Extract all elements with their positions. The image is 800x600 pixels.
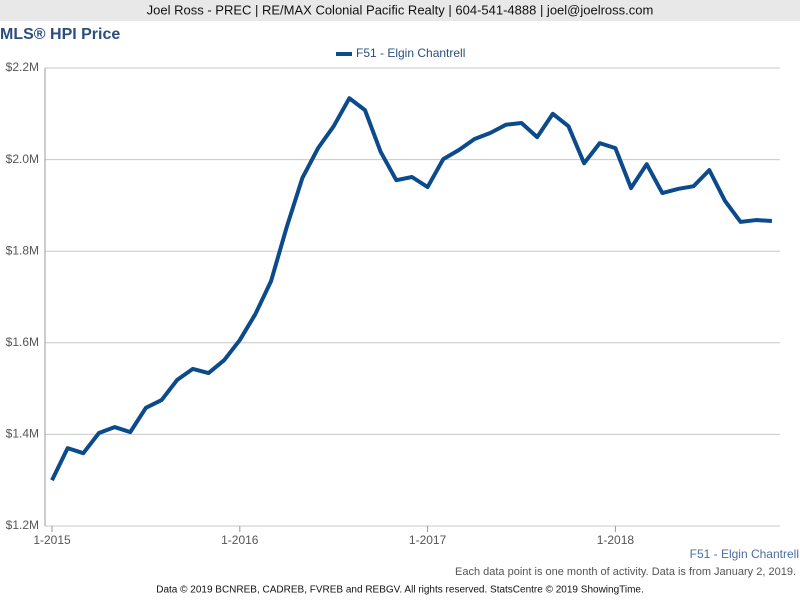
y-tick-label: $1.4M (6, 427, 39, 441)
x-tick-label: 1-2015 (33, 533, 71, 547)
note: Each data point is one month of activity… (455, 566, 796, 578)
y-tick-label: $1.8M (6, 243, 39, 257)
x-axis-label: F51 - Elgin Chantrell (690, 547, 799, 561)
header-bar (0, 0, 800, 21)
y-tick-label: $2.2M (6, 60, 39, 74)
x-tick-label: 1-2018 (597, 533, 635, 547)
y-tick-label: $2.0M (6, 152, 39, 166)
line-series (50, 96, 773, 482)
y-tick-label: $1.2M (6, 518, 39, 532)
x-tick-label: 1-2017 (409, 533, 447, 547)
legend-label: F51 - Elgin Chantrell (356, 46, 465, 60)
x-tick-label: 1-2016 (221, 533, 259, 547)
y-tick-label: $1.6M (6, 335, 39, 349)
header: Joel Ross - PREC | RE/MAX Colonial Pacif… (147, 2, 654, 17)
footer: Data © 2019 BCNREB, CADREB, FVREB and RE… (156, 585, 644, 596)
chart-title: MLS® HPI Price (0, 26, 120, 43)
